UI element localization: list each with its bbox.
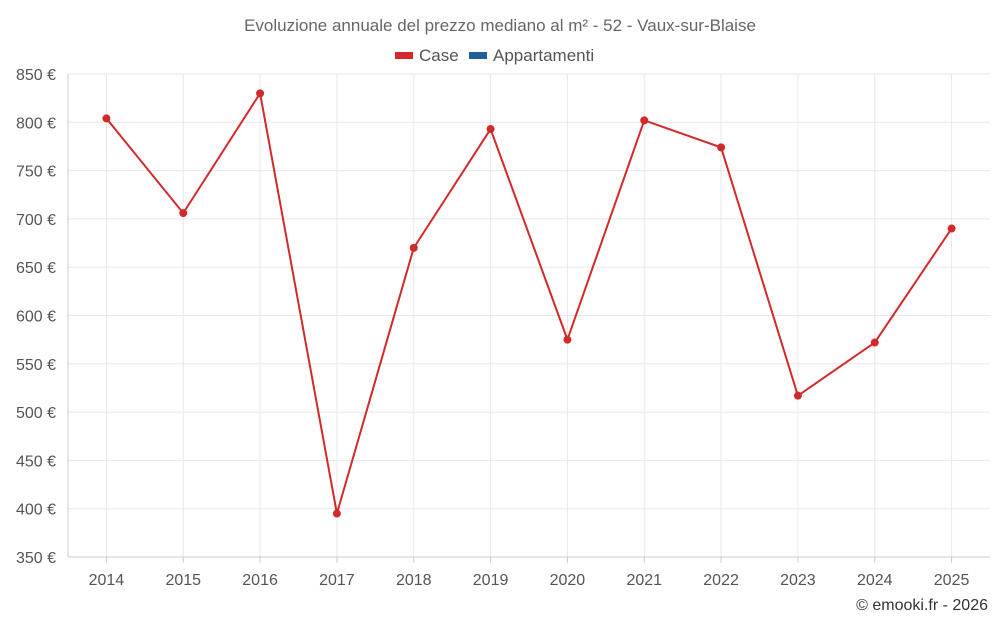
- x-tick-label: 2016: [242, 572, 278, 589]
- legend-swatch-appartamenti: [469, 52, 487, 59]
- legend-label-appartamenti: Appartamenti: [493, 46, 594, 65]
- data-point-case[interactable]: [179, 209, 188, 218]
- series: [102, 89, 956, 518]
- y-axis-ticks: 350 € 400 € 450 € 500 € 550 € 600 € 650 € 700 €…: [16, 67, 56, 567]
- y-tick-label: 400 €: [16, 502, 56, 519]
- y-tick-label: 600 €: [16, 309, 56, 326]
- chart-title: Evoluzione annuale del prezzo mediano al…: [244, 16, 756, 35]
- x-tick-label: 2020: [550, 572, 586, 589]
- credit: © emooki.fr - 2026: [856, 597, 988, 614]
- y-tick-label: 850 €: [16, 67, 56, 84]
- y-tick-label: 500 €: [16, 405, 56, 422]
- y-tick-label: 750 €: [16, 164, 56, 181]
- y-tick-label: 550 €: [16, 357, 56, 374]
- series-line-case: [105, 90, 953, 514]
- x-tick-label: 2024: [857, 572, 893, 589]
- data-point-case[interactable]: [717, 143, 726, 152]
- x-tick-label: 2022: [703, 572, 739, 589]
- data-point-case[interactable]: [563, 335, 572, 344]
- y-tick-label: 650 €: [16, 260, 56, 277]
- data-point-case[interactable]: [256, 89, 265, 98]
- x-axis-ticks: 2014 2015 2016 2017 2018 2019 2020 2021 2022 2023…: [89, 557, 970, 589]
- x-tick-label: 2025: [934, 572, 970, 589]
- y-tick-label: 700 €: [16, 212, 56, 229]
- legend[interactable]: Case Appartamenti: [395, 46, 594, 65]
- legend-swatch-case: [395, 52, 413, 59]
- y-tick-label: 350 €: [16, 550, 56, 567]
- x-tick-label: 2023: [780, 572, 816, 589]
- data-point-case[interactable]: [486, 125, 495, 134]
- data-point-case[interactable]: [332, 509, 341, 518]
- y-tick-label: 450 €: [16, 453, 56, 470]
- data-point-case[interactable]: [870, 338, 879, 347]
- x-tick-label: 2019: [473, 572, 509, 589]
- data-point-case[interactable]: [640, 116, 649, 125]
- y-tick-label: 800 €: [16, 115, 56, 132]
- x-tick-label: 2017: [319, 572, 355, 589]
- x-tick-label: 2015: [165, 572, 201, 589]
- legend-label-case: Case: [419, 46, 459, 65]
- data-point-case[interactable]: [947, 224, 956, 233]
- legend-item-case[interactable]: Case: [395, 46, 459, 65]
- x-tick-label: 2014: [89, 572, 125, 589]
- legend-item-appartamenti[interactable]: Appartamenti: [469, 46, 594, 65]
- data-point-case[interactable]: [409, 243, 418, 252]
- x-tick-label: 2018: [396, 572, 432, 589]
- x-tick-label: 2021: [626, 572, 662, 589]
- data-point-case[interactable]: [793, 391, 802, 400]
- data-point-case[interactable]: [102, 114, 111, 123]
- axes: [67, 74, 990, 558]
- grid: [68, 73, 990, 557]
